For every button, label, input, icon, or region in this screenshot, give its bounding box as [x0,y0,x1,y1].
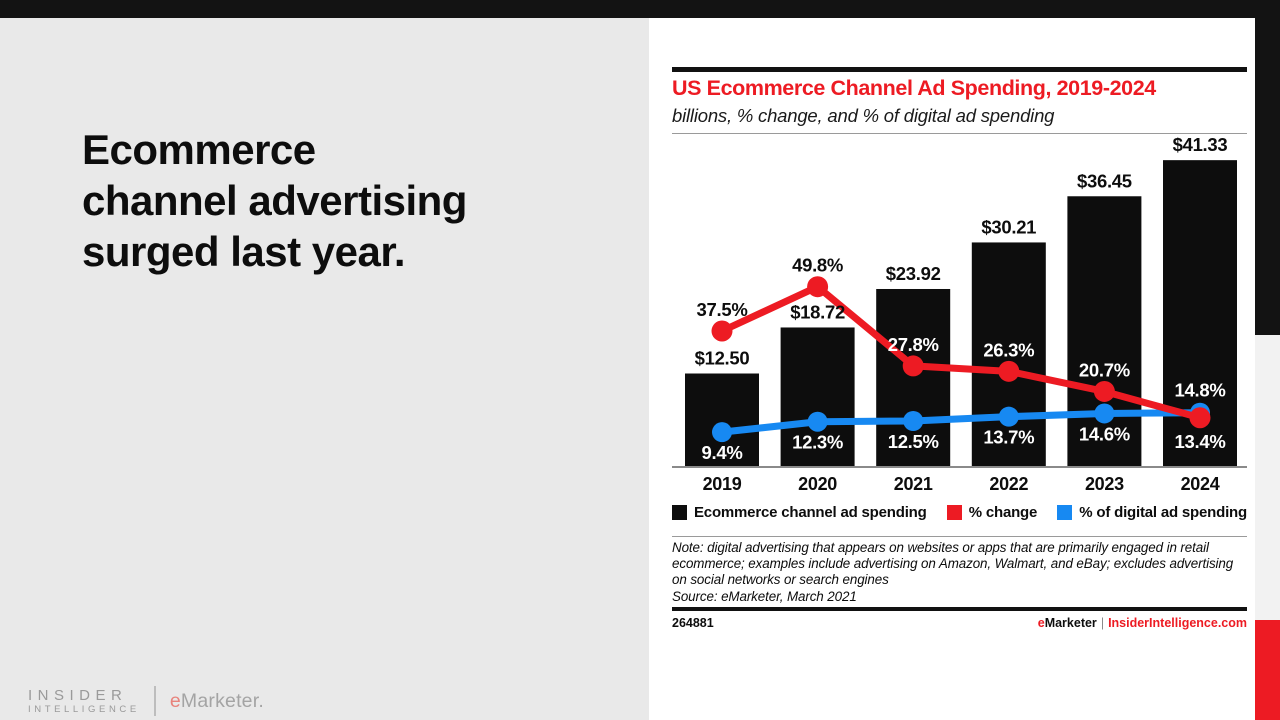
emarketer-wordmark: eMarketer. [170,690,264,713]
point-pct-change-2022 [998,360,1020,382]
point-pct-digital-2019 [712,422,732,443]
bar-value-label: $12.50 [695,348,750,369]
bar-value-label: $36.45 [1077,170,1132,191]
chart-panel: US Ecommerce Channel Ad Spending, 2019-2… [649,18,1255,720]
headline-line-1: Ecommerce [82,126,316,173]
bar-2022 [971,242,1046,466]
footer-emarketer-e: e [1037,616,1045,630]
bar-2020 [780,327,855,466]
chart-top-rule [672,67,1247,72]
bar-value-label: $18.72 [790,301,845,322]
footer-brand: eMarketer | InsiderIntelligence.com [1038,616,1247,630]
pct-digital-label: 14.8% [1175,380,1226,401]
logo-divider [153,686,156,716]
legend-bottom-rule [672,536,1247,537]
chart-note: Note: digital advertising that appears o… [672,540,1234,588]
pct-change-label: 13.4% [1175,431,1226,452]
legend-label-pct-digital: % of digital ad spending [1079,504,1247,521]
legend-swatch-black [672,505,687,520]
pct-digital-label: 14.6% [1079,423,1130,444]
insider-wordmark: INSIDER INTELLIGENCE [28,687,140,716]
right-rail-red-accent [1255,620,1280,720]
point-pct-digital-2022 [998,406,1019,427]
pct-change-label: 49.8% [792,255,843,276]
slide-headline: Ecommerce channel advertising surged las… [82,124,562,277]
point-pct-change-2021 [902,355,924,377]
right-rail-gray [1255,335,1280,620]
chart-plot: $12.50 2019 $18.72 2020 $23.92 2021 $30.21 2022… [672,135,1247,494]
chart-legend: Ecommerce channel ad spending % change %… [672,504,1247,521]
pct-digital-label: 12.3% [792,432,843,453]
insider-intelligence-logo: INSIDER INTELLIGENCE eMarketer. [28,686,264,716]
footer-divider: | [1100,616,1105,630]
line-pct-change [718,283,1204,422]
emarketer-rest: Marketer. [180,689,264,712]
legend-item-pct-change: % change [946,504,1038,521]
chart-subtitle: billions, % change, and % of digital ad … [672,105,1055,126]
footer-emarketer-rest: Marketer [1044,616,1097,630]
headline-line-3: surged last year. [82,228,406,275]
pct-change-label: 37.5% [697,299,748,320]
chart-title: US Ecommerce Channel Ad Spending, 2019-2… [672,76,1156,100]
chart-id: 264881 [672,616,714,630]
legend-swatch-red [946,505,962,520]
pct-change-label: 26.3% [983,339,1034,360]
pct-change-label: 20.7% [1079,359,1130,380]
chart-bottom-rule [672,607,1247,611]
point-pct-digital-2023 [1094,403,1115,424]
insider-text: INSIDER [28,686,128,704]
x-axis-tick-label: 2020 [798,474,837,494]
legend-swatch-blue [1057,505,1073,520]
point-pct-change-2024 [1189,407,1211,429]
x-axis-tick-label: 2022 [989,474,1028,494]
chart-footer: 264881 eMarketer | InsiderIntelligence.com [672,616,1247,630]
top-black-bar [0,0,1280,18]
legend-item-bar-series: Ecommerce channel ad spending [672,504,927,521]
point-pct-change-2023 [1093,380,1115,402]
bar-value-label: $30.21 [981,216,1036,237]
bar-2019 [685,373,759,466]
bar-2021 [876,288,951,466]
left-panel: Ecommerce channel advertising surged las… [0,18,649,720]
right-rail [1255,0,1280,720]
x-axis-tick-label: 2019 [703,474,742,494]
x-axis-tick-label: 2021 [894,474,933,494]
point-pct-digital-2021 [903,411,924,431]
pct-digital-label: 12.5% [888,431,939,452]
chart-source: Source: eMarketer, March 2021 [672,588,857,604]
legend-label-pct-change: % change [968,504,1038,521]
x-axis-tick-label: 2024 [1181,474,1220,494]
pct-digital-label: 9.4% [702,442,743,463]
emarketer-e: e [169,689,181,712]
pct-change-label: 27.8% [888,334,939,355]
point-pct-digital-2020 [807,411,828,432]
x-axis-tick-label: 2023 [1085,474,1124,494]
legend-label-bar-series: Ecommerce channel ad spending [694,504,927,521]
line-pct-digital [718,409,1204,436]
legend-item-pct-digital: % of digital ad spending [1057,504,1247,521]
chart-header-rule [672,133,1247,134]
bar-value-label: $41.33 [1173,135,1228,155]
footer-site-link: InsiderIntelligence.com [1108,616,1247,630]
pct-digital-label: 13.7% [983,427,1034,448]
headline-line-2: channel advertising [82,177,467,224]
point-pct-change-2019 [711,320,733,342]
chart-note-block: Note: digital advertising that appears o… [672,540,1247,605]
right-rail-black [1255,0,1280,335]
bar-value-label: $23.92 [886,263,941,284]
point-pct-change-2020 [807,276,829,298]
intelligence-text: INTELLIGENCE [28,703,140,715]
